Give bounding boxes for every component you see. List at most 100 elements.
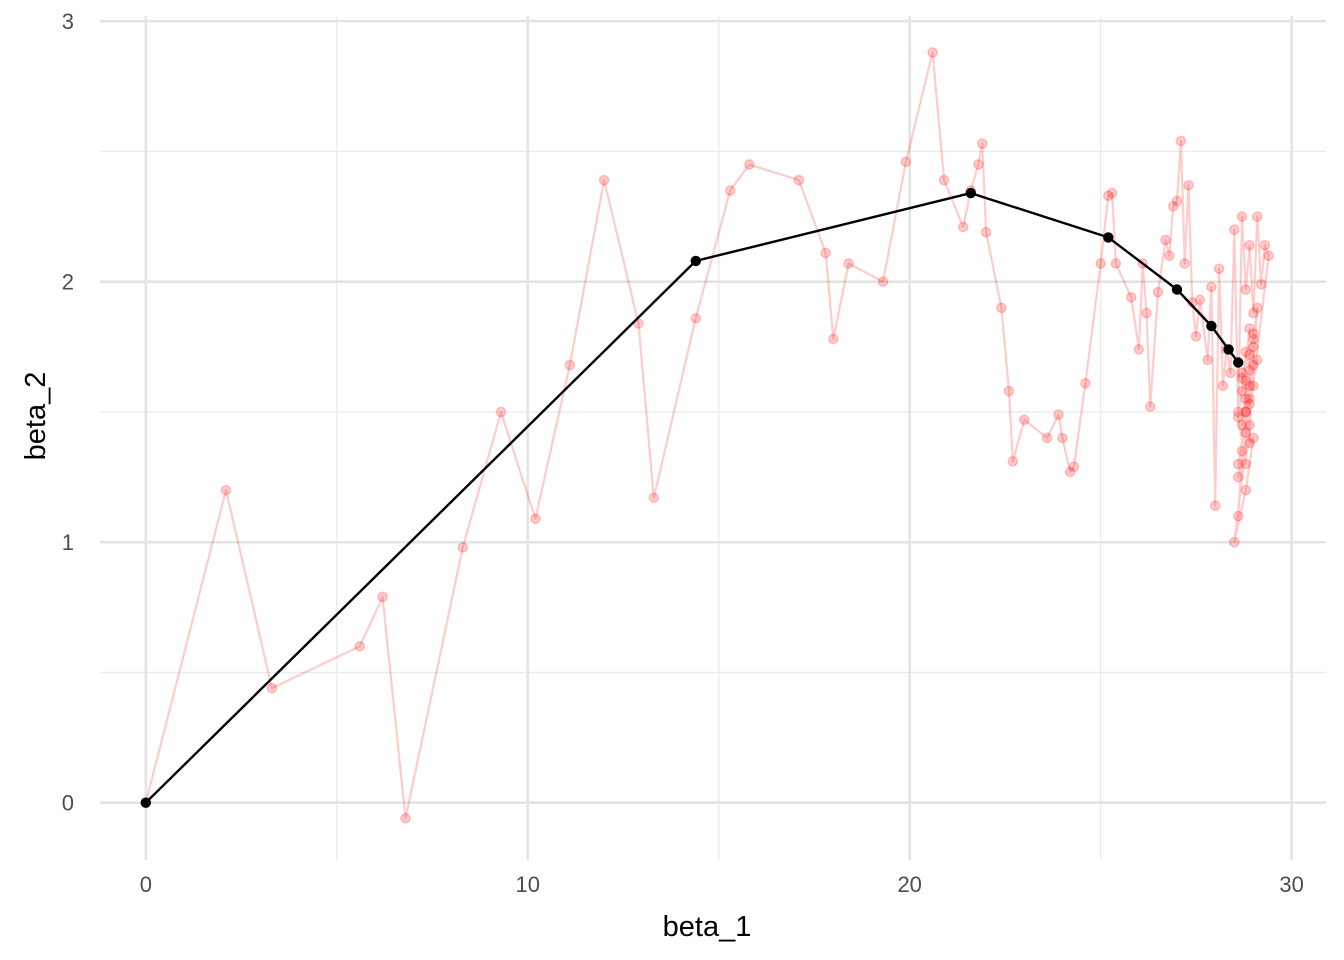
- black-point-2: [965, 187, 976, 199]
- red-point-5: [400, 812, 411, 824]
- red-point-74: [1259, 239, 1271, 251]
- red-point-50: [1164, 250, 1175, 262]
- red-point-29: [996, 302, 1007, 314]
- red-point-8: [530, 513, 541, 525]
- black-point-3: [1103, 232, 1114, 243]
- red-point-23: [938, 174, 950, 186]
- red-point-54: [1179, 258, 1191, 269]
- major-gridlines: [100, 16, 1326, 860]
- red-point-12: [648, 492, 660, 504]
- red-point-102: [1240, 427, 1252, 439]
- y-tick-label-1: 1: [62, 530, 74, 555]
- red-point-66: [1228, 224, 1240, 235]
- red-point-15: [743, 159, 755, 170]
- red-point-68: [1236, 211, 1248, 222]
- red-point-48: [1152, 286, 1164, 298]
- red-series-path: [144, 51, 1270, 820]
- black-series-path: [144, 191, 1240, 804]
- red-point-97: [1240, 458, 1252, 470]
- red-point-2: [266, 682, 278, 694]
- red-point-90: [1244, 349, 1255, 360]
- red-point-13: [690, 312, 702, 324]
- red-point-84: [1244, 437, 1255, 449]
- red-point-101: [1248, 359, 1259, 371]
- red-point-16: [793, 174, 805, 186]
- x-tick-label-0: 0: [140, 872, 152, 897]
- red-point-35: [1057, 432, 1068, 444]
- red-point-21: [900, 156, 912, 168]
- red-point-7: [495, 406, 507, 418]
- red-point-30: [1003, 385, 1015, 397]
- red-point-32: [1018, 414, 1030, 426]
- red-point-89: [1236, 445, 1248, 457]
- red-point-53: [1175, 135, 1187, 147]
- red-point-104: [1236, 372, 1248, 384]
- red-point-43: [1125, 291, 1137, 303]
- red-point-17: [820, 247, 832, 259]
- red-point-65: [1225, 367, 1236, 379]
- red-point-3: [354, 641, 366, 652]
- black-point-5: [1206, 320, 1217, 332]
- red-point-18: [827, 333, 839, 345]
- y-axis-title: beta_2: [20, 372, 52, 461]
- red-point-82: [1236, 419, 1248, 431]
- x-tick-label-2: 20: [897, 872, 921, 897]
- red-point-39: [1095, 258, 1107, 269]
- red-point-51: [1167, 200, 1179, 212]
- red-point-46: [1141, 307, 1152, 319]
- tick-labels: 0 10 20 30 0 1 2 3: [62, 9, 1304, 897]
- red-point-70: [1244, 239, 1255, 251]
- black-point-6: [1223, 344, 1234, 355]
- red-point-24: [957, 221, 969, 233]
- red-point-59: [1202, 354, 1213, 366]
- y-tick-label-0: 0: [62, 791, 74, 816]
- red-point-6: [457, 542, 469, 553]
- red-point-91: [1232, 510, 1244, 522]
- black-point-4: [1171, 284, 1183, 295]
- red-point-40: [1102, 190, 1114, 202]
- red-point-31: [1007, 456, 1019, 467]
- red-point-38: [1080, 377, 1091, 389]
- red-point-58: [1194, 294, 1206, 306]
- red-point-10: [598, 174, 610, 186]
- red-point-73: [1255, 278, 1267, 290]
- red-point-78: [1248, 432, 1259, 444]
- red-point-62: [1213, 263, 1225, 275]
- red-point-108: [1240, 406, 1252, 418]
- red-point-4: [377, 591, 388, 603]
- red-point-55: [1183, 179, 1194, 191]
- y-tick-label-3: 3: [62, 9, 74, 34]
- red-point-81: [1251, 354, 1263, 366]
- red-point-71: [1248, 307, 1259, 319]
- red-point-1: [220, 484, 232, 496]
- red-point-14: [724, 185, 736, 196]
- red-point-63: [1217, 380, 1229, 392]
- red-point-100: [1236, 385, 1248, 397]
- red-point-49: [1160, 234, 1171, 246]
- red-point-86: [1232, 471, 1244, 483]
- red-point-93: [1251, 302, 1263, 314]
- black-point-7: [1233, 357, 1244, 368]
- black-point-1: [690, 255, 701, 267]
- black-series: [140, 187, 1244, 808]
- red-point-47: [1144, 401, 1156, 413]
- red-point-27: [976, 138, 988, 149]
- series-layer: [140, 47, 1275, 824]
- red-series: [140, 47, 1275, 824]
- red-point-75: [1263, 250, 1275, 262]
- red-point-28: [980, 226, 992, 238]
- red-point-60: [1206, 281, 1217, 293]
- red-point-106: [1248, 333, 1259, 345]
- red-point-96: [1248, 341, 1259, 353]
- red-point-41: [1106, 187, 1118, 199]
- red-point-33: [1041, 432, 1053, 444]
- red-point-109: [1244, 364, 1255, 376]
- minor-gridlines: [100, 16, 1326, 860]
- x-tick-label-1: 10: [516, 872, 540, 897]
- red-point-87: [1240, 406, 1252, 418]
- red-point-42: [1110, 258, 1122, 269]
- x-axis-title: beta_1: [663, 911, 752, 943]
- red-point-52: [1171, 195, 1183, 207]
- red-point-95: [1236, 367, 1248, 379]
